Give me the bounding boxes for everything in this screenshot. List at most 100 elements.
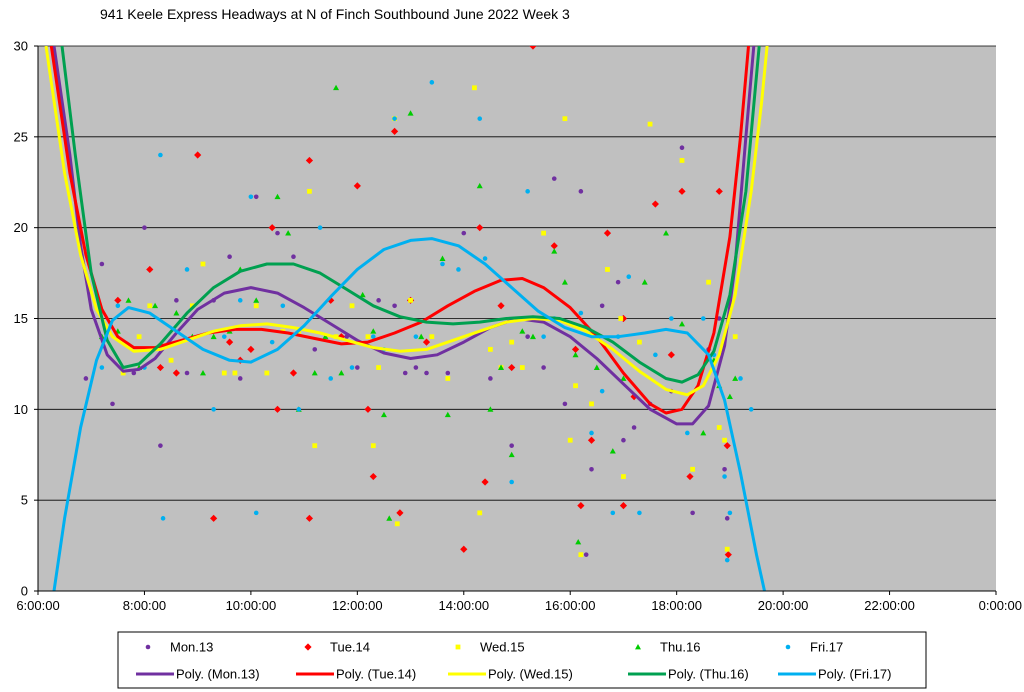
x-tick-label: 8:00:00 bbox=[123, 598, 166, 613]
trendline-poly-mon-13 bbox=[52, 46, 756, 426]
point-tue-14-0 bbox=[114, 296, 122, 304]
point-tue-14-1 bbox=[146, 265, 154, 274]
point-tue-14-13 bbox=[305, 514, 314, 522]
point-tue-14-8 bbox=[247, 345, 255, 353]
x-tick-label: 0:00:00 bbox=[979, 598, 1022, 613]
point-tue-14-24 bbox=[476, 224, 484, 232]
point-mon-13-25 bbox=[461, 230, 467, 236]
point-tue-14-9 bbox=[268, 224, 276, 232]
point-thu-16-30 bbox=[508, 451, 515, 458]
point-wed-15-32 bbox=[567, 437, 573, 443]
point-tue-14-29 bbox=[550, 242, 558, 250]
point-thu-16-40 bbox=[641, 279, 648, 285]
point-fri-17-17 bbox=[371, 334, 376, 339]
point-wed-15-9 bbox=[264, 370, 270, 376]
y-tick-label: 5 bbox=[21, 493, 28, 508]
point-fri-17-3 bbox=[158, 152, 163, 158]
point-mon-13-7 bbox=[184, 370, 190, 376]
legend-marker-fri-17 bbox=[785, 644, 791, 650]
point-wed-15-20 bbox=[394, 521, 400, 527]
point-wed-15-21 bbox=[408, 297, 413, 303]
series-thu-16 bbox=[98, 84, 739, 545]
point-tue-14-2 bbox=[156, 363, 165, 372]
point-wed-15-12 bbox=[307, 188, 312, 194]
axes: 6:00:00 8:00:00 10:00:00 12:00:00 14:00:00 16… bbox=[14, 39, 1022, 614]
point-wed-15-24 bbox=[472, 85, 477, 91]
point-thu-16-35 bbox=[572, 351, 579, 358]
point-fri-17-23 bbox=[456, 267, 461, 272]
legend-label-fri-17: Fri.17 bbox=[810, 640, 843, 655]
point-tue-14-38 bbox=[667, 351, 675, 359]
point-tue-14-17 bbox=[364, 405, 372, 413]
point-tue-14-40 bbox=[686, 472, 694, 481]
point-wed-15-25 bbox=[477, 510, 483, 516]
point-fri-17-6 bbox=[211, 407, 216, 412]
point-thu-16-41 bbox=[663, 230, 670, 236]
point-mon-13-23 bbox=[424, 370, 429, 376]
point-wed-15-33 bbox=[573, 383, 578, 389]
series-group bbox=[44, 46, 769, 591]
point-mon-13-12 bbox=[253, 194, 259, 200]
point-tue-14-42 bbox=[723, 442, 731, 450]
point-fri-17-38 bbox=[669, 316, 674, 321]
point-mon-13-33 bbox=[583, 552, 589, 557]
point-fri-17-11 bbox=[269, 339, 275, 345]
x-tick-label: 20:00:00 bbox=[758, 598, 809, 613]
point-wed-15-41 bbox=[679, 158, 685, 163]
point-fri-17-20 bbox=[413, 334, 419, 339]
point-fri-17-31 bbox=[589, 430, 594, 436]
point-thu-16-2 bbox=[125, 297, 132, 303]
point-thu-16-20 bbox=[370, 328, 377, 334]
point-tue-14-33 bbox=[603, 229, 612, 237]
point-mon-13-10 bbox=[227, 254, 232, 260]
point-fri-17-32 bbox=[599, 388, 605, 394]
point-thu-16-19 bbox=[359, 291, 366, 298]
point-wed-15-2 bbox=[147, 303, 153, 309]
point-mon-13-41 bbox=[679, 145, 685, 151]
legend-label-poly-wed-15: Poly. (Wed.15) bbox=[488, 667, 573, 682]
point-mon-13-11 bbox=[237, 376, 243, 381]
point-wed-15-31 bbox=[562, 116, 568, 122]
point-fri-17-4 bbox=[160, 516, 166, 521]
point-mon-13-45 bbox=[722, 466, 727, 472]
point-wed-15-18 bbox=[376, 365, 382, 370]
point-tue-14-12 bbox=[305, 156, 314, 165]
trendline-poly-thu-16 bbox=[60, 46, 761, 384]
point-thu-16-37 bbox=[593, 364, 600, 370]
point-fri-17-44 bbox=[727, 510, 733, 516]
point-thu-16-5 bbox=[173, 310, 180, 316]
point-tue-14-23 bbox=[460, 545, 468, 553]
point-wed-15-5 bbox=[200, 261, 206, 267]
point-wed-15-6 bbox=[221, 370, 227, 376]
point-mon-13-44 bbox=[716, 316, 722, 321]
point-fri-17-25 bbox=[482, 256, 488, 261]
point-fri-17-36 bbox=[637, 510, 642, 516]
legend-marker-tue-14 bbox=[304, 643, 312, 651]
point-mon-13-6 bbox=[174, 298, 179, 303]
point-thu-16-11 bbox=[253, 297, 260, 303]
point-thu-16-24 bbox=[418, 333, 425, 340]
point-mon-13-35 bbox=[599, 303, 605, 309]
series-wed-15 bbox=[120, 85, 738, 558]
point-tue-14-10 bbox=[273, 405, 282, 413]
point-tue-14-37 bbox=[651, 200, 659, 208]
point-mon-13-13 bbox=[275, 230, 280, 236]
point-tue-14-32 bbox=[587, 436, 596, 444]
point-fri-17-22 bbox=[440, 261, 445, 267]
point-thu-16-42 bbox=[678, 320, 685, 327]
legend-marker-thu-16 bbox=[635, 644, 641, 650]
point-wed-15-4 bbox=[189, 303, 195, 309]
point-wed-15-16 bbox=[365, 334, 371, 340]
point-mon-13-42 bbox=[690, 510, 695, 516]
legend-label-poly-fri-17: Poly. (Fri.17) bbox=[818, 667, 891, 682]
point-mon-13-20 bbox=[392, 303, 397, 309]
point-mon-13-29 bbox=[541, 365, 546, 370]
y-tick-label: 30 bbox=[14, 39, 28, 54]
point-wed-15-38 bbox=[621, 474, 626, 479]
point-wed-15-47 bbox=[732, 334, 738, 340]
point-fri-17-13 bbox=[296, 407, 302, 412]
x-tick-label: 16:00:00 bbox=[545, 598, 596, 613]
point-fri-17-46 bbox=[748, 407, 754, 412]
x-tick-label: 18:00:00 bbox=[651, 598, 702, 613]
